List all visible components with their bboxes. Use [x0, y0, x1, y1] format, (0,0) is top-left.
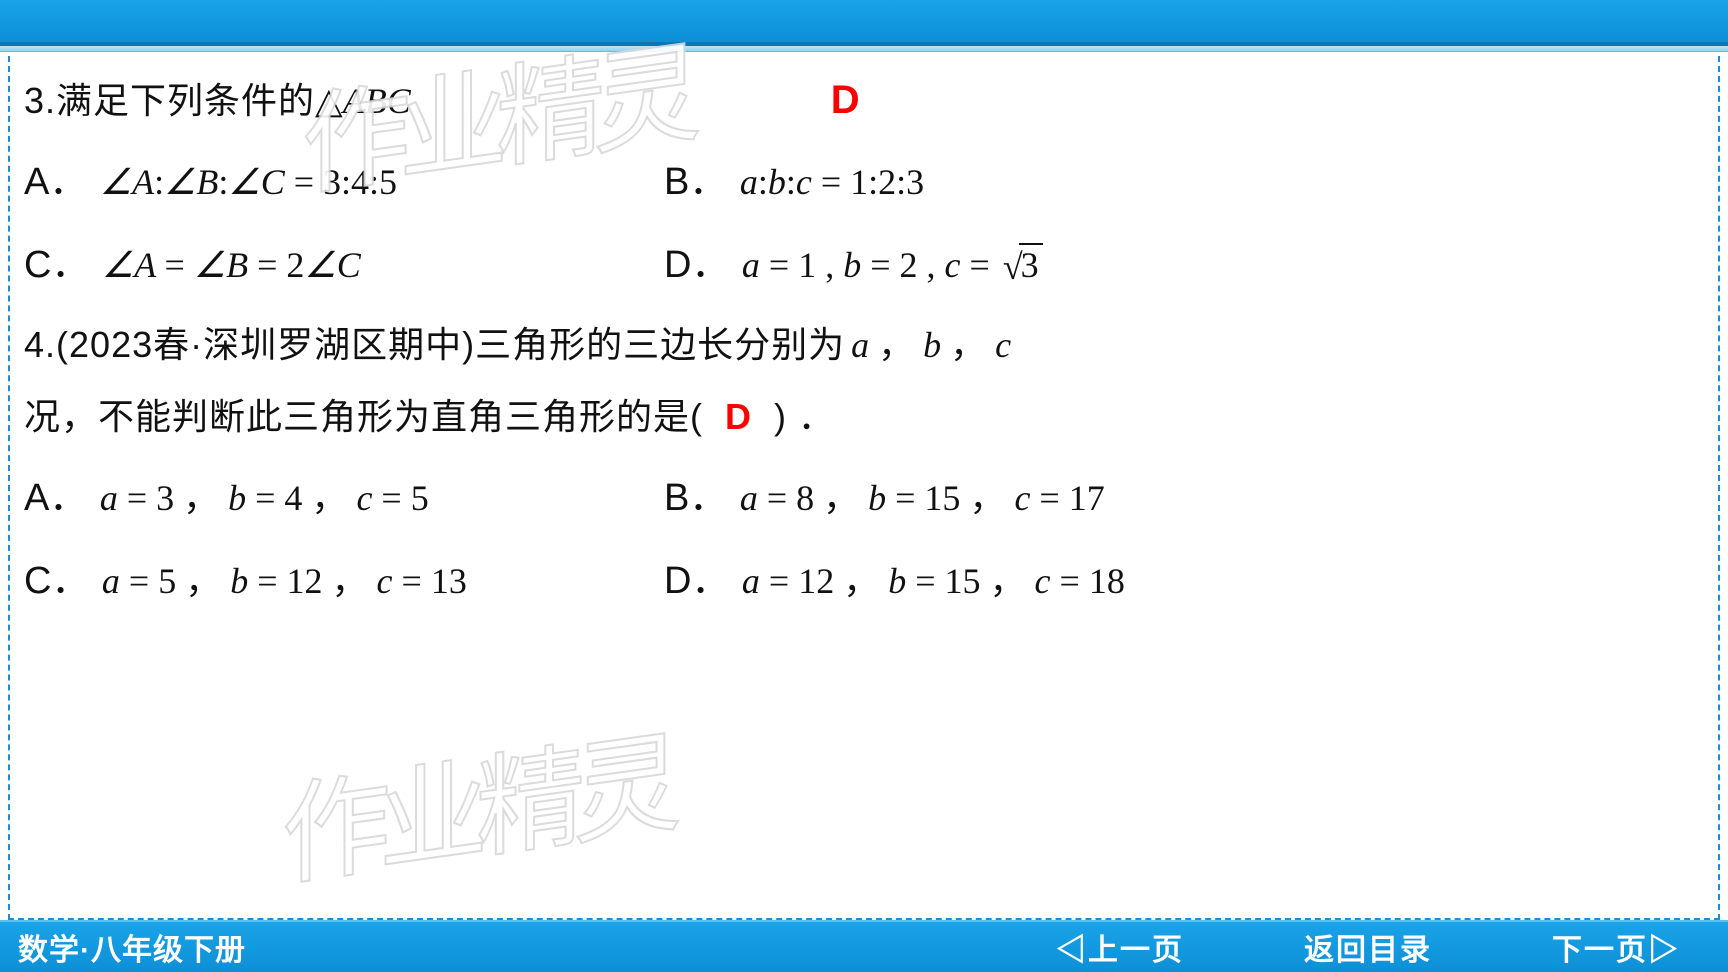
header-stripe: [0, 46, 1728, 52]
q4-stem2-suffix: ) ．: [774, 390, 835, 444]
option-letter: C．: [24, 244, 89, 286]
toc-button[interactable]: 返回目录: [1304, 925, 1432, 969]
watermark-bottom: 作业精灵: [282, 692, 670, 908]
option-letter: D．: [664, 244, 729, 286]
q3-triangle-symbol: △ABC: [315, 80, 411, 122]
header-bar: [0, 0, 1728, 46]
prev-page-button[interactable]: ◁上一页: [1056, 925, 1184, 969]
q3-stem-prefix: 满足下列条件的: [56, 74, 315, 128]
q4-option-d: D． a = 12 ， b = 15 ， c = 18: [664, 549, 1125, 604]
option-letter: A．: [24, 477, 87, 519]
page-content: 作业精灵 3. 满足下列条件的 △ABC D A． ∠A:∠B:∠C = 3:4…: [8, 56, 1720, 920]
q3-stem-row: 3. 满足下列条件的 △ABC D: [24, 74, 1708, 128]
sqrt-radicand: 3: [1019, 243, 1043, 285]
footer-bar: 数学·八年级下册 ◁上一页 返回目录 下一页▷: [0, 920, 1728, 972]
q4-number: 4.: [24, 318, 56, 372]
q3-option-d: D． a = 1 , b = 2 , c = 3: [664, 233, 1043, 288]
option-letter: B．: [664, 477, 727, 519]
footer-nav: ◁上一页 返回目录 下一页▷: [1056, 925, 1710, 969]
option-expr: a:b:c = 1:2:3: [740, 162, 924, 202]
q3-answer: D: [831, 78, 860, 123]
q3-number: 3.: [24, 74, 56, 128]
option-letter: B．: [664, 161, 727, 203]
q4-stem-row2: 况，不能判断此三角形为直角三角形的是( D ) ．: [24, 390, 1708, 444]
q4-stem1: (2023春·深圳罗湖区期中)三角形的三边长分别为: [56, 318, 845, 372]
q4-option-c: C． a = 5 ， b = 12 ， c = 13: [24, 549, 664, 604]
option-expr: ∠A = ∠B = 2∠C: [102, 245, 361, 285]
q4-stem-row1: 4. (2023春·深圳罗湖区期中)三角形的三边长分别为 a ， b ， c: [24, 316, 1708, 372]
option-letter: D．: [664, 560, 729, 602]
q3-options-row1: A． ∠A:∠B:∠C = 3:4:5 B． a:b:c = 1:2:3: [24, 150, 1708, 205]
q3-option-a: A． ∠A:∠B:∠C = 3:4:5: [24, 150, 664, 205]
triangle-icon: △: [315, 80, 343, 121]
option-expr: a = 3 ， b = 4 ， c = 5: [100, 478, 429, 518]
footer-subject: 数学·八年级下册: [18, 925, 1056, 969]
option-expr: a = 12 ， b = 15 ， c = 18: [742, 561, 1125, 601]
option-letter: C．: [24, 560, 89, 602]
option-expr: a = 1 , b = 2 , c = 3: [742, 245, 1043, 285]
q4-options-row1: A． a = 3 ， b = 4 ， c = 5 B． a = 8 ， b = …: [24, 466, 1708, 521]
option-expr: a = 5 ， b = 12 ， c = 13: [102, 561, 467, 601]
q4-option-b: B． a = 8 ， b = 15 ， c = 17: [664, 466, 1105, 521]
option-letter: A．: [24, 161, 87, 203]
option-expr: a = 8 ， b = 15 ， c = 17: [740, 478, 1105, 518]
next-page-button[interactable]: 下一页▷: [1552, 925, 1680, 969]
q4-answer: D: [725, 390, 752, 444]
q4-options-row2: C． a = 5 ， b = 12 ， c = 13 D． a = 12 ， b…: [24, 549, 1708, 604]
q3-option-c: C． ∠A = ∠B = 2∠C: [24, 233, 664, 288]
q3-options-row2: C． ∠A = ∠B = 2∠C D． a = 1 , b = 2 , c = …: [24, 233, 1708, 288]
q3-triangle-label: ABC: [343, 81, 411, 121]
q3-option-b: B． a:b:c = 1:2:3: [664, 150, 924, 205]
q4-vars: a ， b ， c: [851, 316, 1011, 368]
q4-option-a: A． a = 3 ， b = 4 ， c = 5: [24, 466, 664, 521]
option-expr: ∠A:∠B:∠C = 3:4:5: [100, 162, 397, 202]
q4-stem2-prefix: 况，不能判断此三角形为直角三角形的是(: [24, 390, 703, 444]
